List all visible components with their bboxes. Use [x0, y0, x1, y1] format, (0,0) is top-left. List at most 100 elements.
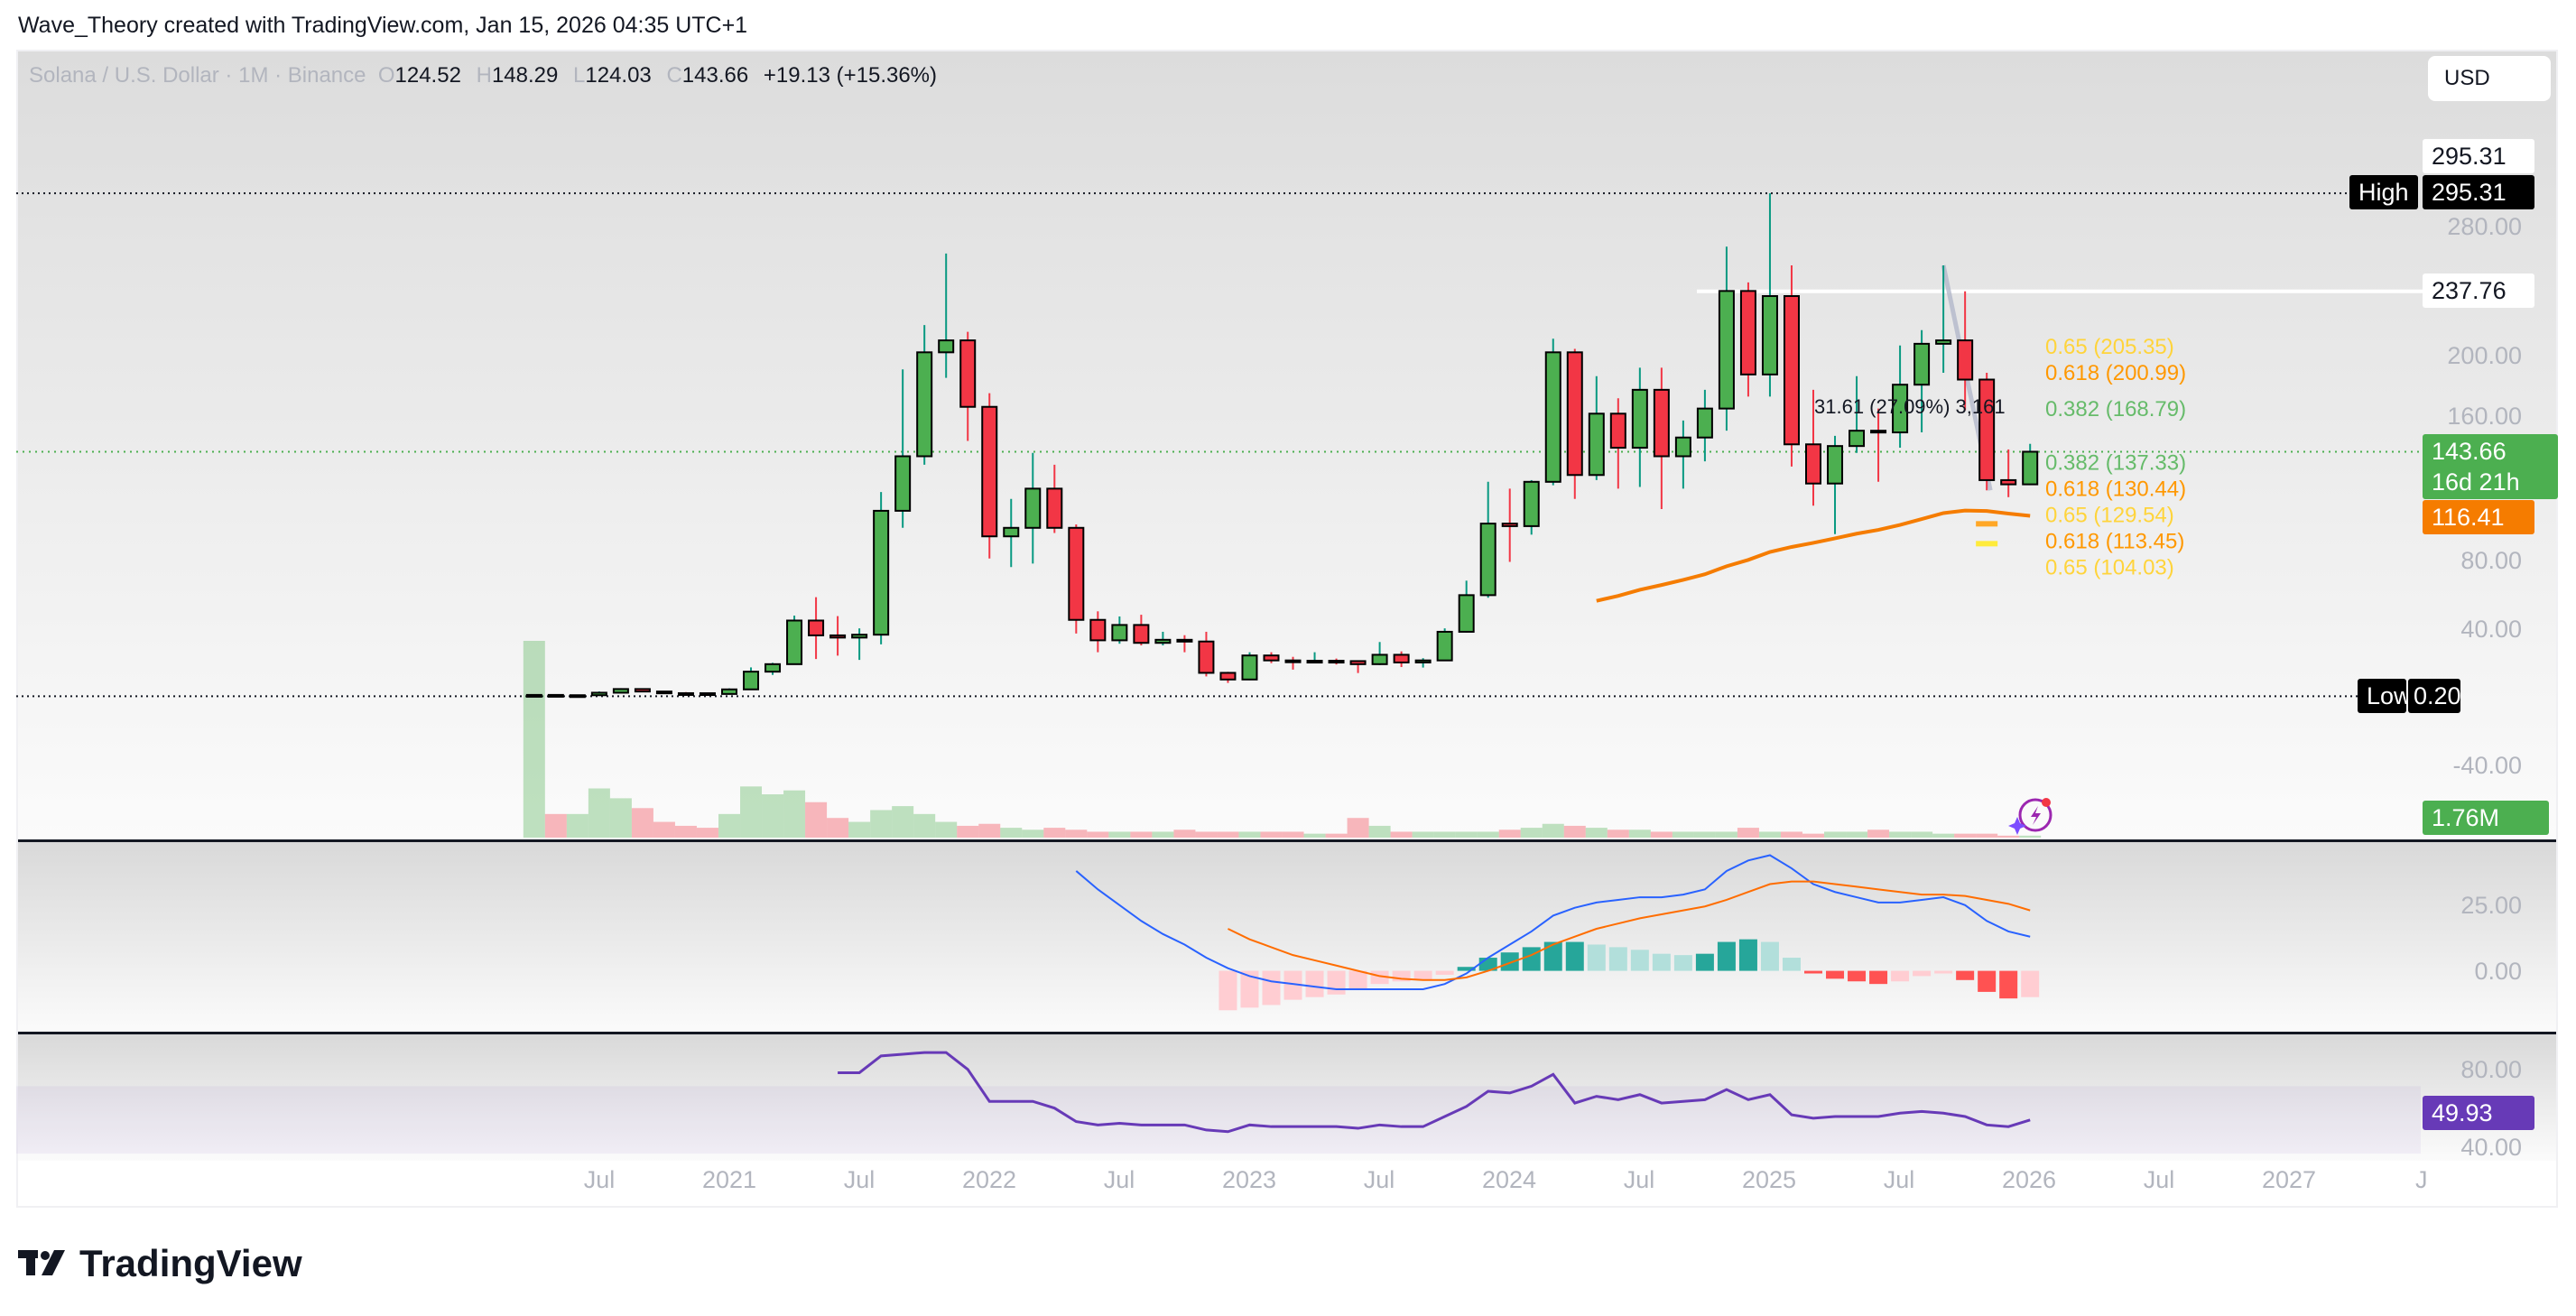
macd-histogram-bar [1219, 970, 1237, 1011]
volume-bar [827, 818, 849, 838]
macd-histogram-bar [1283, 970, 1302, 1000]
volume-bar [1997, 835, 2020, 838]
volume-bar [588, 788, 610, 838]
candle-body [938, 339, 955, 354]
open-label: O [377, 63, 395, 88]
candle-body [1674, 436, 1691, 458]
volume-bar [1607, 829, 1629, 838]
macd-histogram-bar [1913, 970, 1932, 977]
volume-bar [1498, 829, 1521, 838]
macd-histogram-bar [1717, 941, 1736, 971]
candle-body [1566, 351, 1583, 477]
macd-histogram-bar [1608, 947, 1627, 971]
macd-histogram-bar [1435, 970, 1454, 975]
candle-body [1003, 526, 1020, 538]
volume-bar [1780, 831, 1802, 838]
candle-body [1089, 618, 1107, 642]
macd-tick: 0.00 [2474, 958, 2522, 985]
candle-body [1783, 295, 1800, 446]
time-tick: 2021 [701, 1166, 757, 1193]
rsi-pane[interactable] [16, 1032, 2558, 1161]
macd-pane[interactable] [16, 839, 2558, 1034]
candle-body [1263, 654, 1280, 662]
candle-body [916, 351, 933, 458]
price-pane[interactable] [16, 50, 2558, 838]
rsi-line [838, 1051, 2031, 1134]
candle-body [569, 694, 586, 699]
volume-bar [1455, 831, 1478, 838]
low-value: 124.03 [585, 63, 652, 88]
time-tick: Jul [583, 1166, 616, 1193]
last-price-value: 143.66 [2432, 438, 2507, 465]
macd-histogram-bar [1673, 955, 1692, 971]
time-tick: 2025 [1741, 1166, 1797, 1193]
volume-bar [1390, 831, 1413, 838]
volume-bar [674, 825, 697, 838]
macd-histogram-bar [1413, 970, 1432, 980]
candle-body [1501, 523, 1518, 527]
volume-bar [892, 806, 914, 838]
last-price-label: 143.66 16d 21h [2423, 434, 2558, 499]
candle-body [1349, 660, 1367, 665]
volume-bar [1976, 833, 1998, 838]
candle-body [1133, 624, 1150, 644]
volume-bar [1585, 828, 1608, 838]
macd-histogram-bar [1695, 953, 1714, 971]
macd-histogram-bar [1240, 970, 1259, 1008]
volume-bar [1173, 829, 1196, 838]
candle-body [1761, 295, 1778, 375]
time-tick: 2023 [1221, 1166, 1277, 1193]
macd-histogram-bar [1305, 970, 1324, 997]
time-tick: Jul [2143, 1166, 2175, 1193]
fib-level-label: 0.382 (137.33) [2045, 450, 2186, 475]
time-tick: 2026 [2001, 1166, 2057, 1193]
volume-bar [631, 808, 653, 838]
macd-histogram-bar [2021, 970, 2040, 997]
volume-bar [1932, 833, 1955, 838]
candle-body [1046, 487, 1063, 529]
volume-bar [1152, 831, 1174, 838]
volume-bar [1520, 828, 1543, 838]
volume-bar [848, 821, 871, 838]
candle-body [547, 693, 564, 698]
volume-bar [653, 821, 675, 838]
price-tick: 80.00 [2460, 547, 2522, 574]
candle-body [1068, 526, 1085, 621]
fib-marker [1976, 541, 1998, 547]
candle-body [764, 663, 782, 673]
candle-body [1198, 640, 1215, 674]
macd-histogram-bar [1978, 970, 1997, 992]
candle-body [1935, 339, 1952, 345]
currency-button[interactable]: USD [2428, 56, 2551, 101]
volume-bar [1217, 831, 1239, 838]
macd-histogram-bar [1500, 952, 1519, 971]
high-marker-label: High [2349, 175, 2418, 209]
macd-histogram-bar [1543, 941, 1562, 971]
candle-body [699, 692, 716, 697]
macd-histogram-bar [1956, 970, 1975, 980]
fib-level-label: 0.618 (113.45) [2045, 529, 2184, 553]
close-value: 143.66 [681, 63, 749, 88]
macd-histogram-bar [1652, 953, 1671, 971]
tradingview-logo-text: TradingView [79, 1242, 302, 1284]
candle-body [590, 691, 607, 697]
candle-body [1588, 412, 1605, 477]
candle-body [1849, 430, 1866, 448]
volume-bar [1368, 825, 1391, 838]
candle-body [612, 688, 629, 694]
volume-bar [1563, 825, 1586, 838]
volume-bar [935, 821, 958, 838]
candle-body [1696, 407, 1713, 439]
symbol-name[interactable]: Solana / U.S. Dollar · 1M · Binance [29, 63, 366, 88]
volume-bar [696, 828, 718, 838]
volume-bar [1347, 818, 1369, 838]
tradingview-logo[interactable]: TradingView [18, 1242, 302, 1285]
candle-body [1154, 638, 1172, 644]
volume-bar [1650, 831, 1673, 838]
time-tick: Jul [1883, 1166, 1915, 1193]
assistant-icon[interactable] [2008, 798, 2052, 835]
macd-histogram-bar [1457, 967, 1476, 971]
high-label: H [476, 63, 492, 88]
candle-body [1870, 430, 1887, 434]
